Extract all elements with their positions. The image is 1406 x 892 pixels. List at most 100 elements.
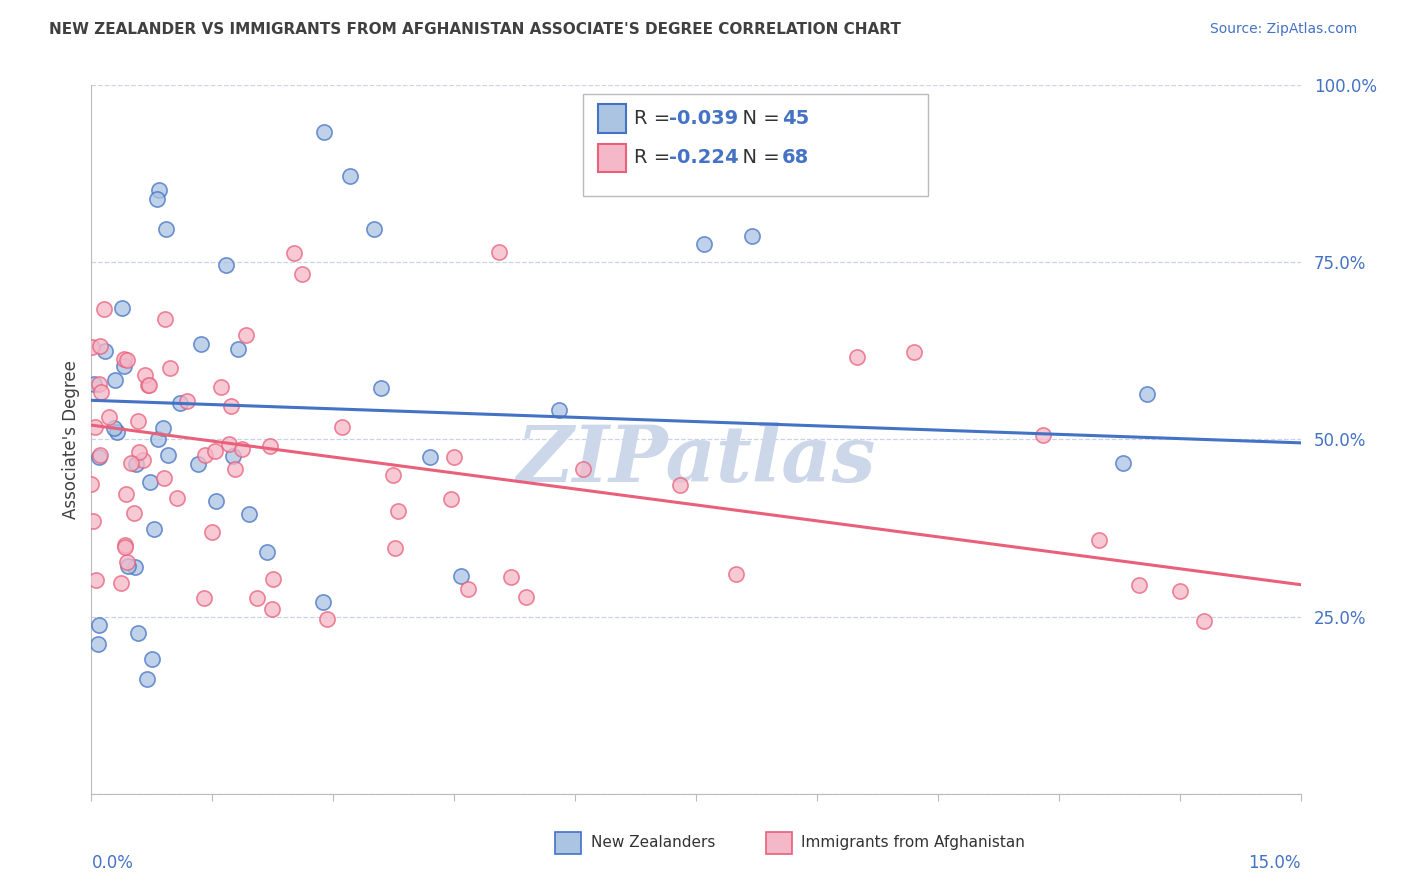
Point: [84, 573, 107, 587]
Point: [110, 575, 132, 590]
Point: [235, 328, 257, 343]
Point: [169, 396, 191, 410]
Point: [152, 421, 174, 435]
Text: 45: 45: [782, 109, 808, 128]
Point: [204, 444, 226, 458]
Point: [124, 560, 146, 574]
Point: [148, 184, 170, 198]
Point: [443, 450, 465, 464]
Point: [193, 591, 215, 606]
Point: [291, 267, 314, 281]
Point: [548, 403, 571, 417]
Point: [176, 393, 198, 408]
Point: [84, 420, 107, 434]
Point: [134, 368, 156, 382]
Point: [725, 566, 748, 581]
Text: Immigrants from Afghanistan: Immigrants from Afghanistan: [801, 836, 1025, 850]
Point: [114, 487, 136, 501]
Point: [204, 494, 226, 508]
Point: [148, 432, 170, 446]
Point: [103, 420, 125, 434]
Point: [283, 246, 305, 260]
Point: [136, 377, 159, 392]
Y-axis label: Associate's Degree: Associate's Degree: [62, 359, 80, 519]
Point: [330, 420, 353, 434]
Point: [370, 381, 392, 395]
Point: [159, 360, 181, 375]
Point: [221, 400, 243, 414]
Point: [846, 350, 869, 364]
Point: [125, 457, 148, 471]
Point: [1168, 583, 1191, 598]
Point: [903, 344, 925, 359]
Text: NEW ZEALANDER VS IMMIGRANTS FROM AFGHANISTAN ASSOCIATE'S DEGREE CORRELATION CHAR: NEW ZEALANDER VS IMMIGRANTS FROM AFGHANI…: [49, 22, 901, 37]
Point: [499, 569, 522, 583]
Point: [115, 555, 138, 569]
Text: New Zealanders: New Zealanders: [591, 836, 714, 850]
Point: [488, 244, 510, 259]
Point: [382, 467, 405, 482]
Point: [238, 507, 260, 521]
Point: [259, 439, 281, 453]
Point: [127, 414, 149, 428]
Point: [260, 602, 283, 616]
Point: [111, 301, 134, 315]
Point: [90, 385, 112, 400]
Text: ZIPatlas: ZIPatlas: [516, 422, 876, 499]
Point: [515, 590, 537, 604]
Point: [440, 491, 463, 506]
Point: [155, 311, 177, 326]
Point: [145, 192, 167, 206]
Point: [226, 342, 249, 356]
Point: [82, 514, 104, 528]
Point: [114, 538, 136, 552]
Point: [143, 522, 166, 536]
Point: [138, 377, 160, 392]
Point: [93, 301, 115, 316]
Point: [669, 477, 692, 491]
Point: [312, 126, 335, 140]
Point: [387, 504, 409, 518]
Point: [450, 568, 472, 582]
Point: [231, 442, 253, 456]
Point: [693, 236, 716, 251]
Text: Source: ZipAtlas.com: Source: ZipAtlas.com: [1209, 22, 1357, 37]
Text: -0.224: -0.224: [669, 148, 740, 168]
Point: [87, 618, 110, 632]
Point: [166, 491, 188, 505]
Point: [312, 595, 335, 609]
Point: [112, 359, 135, 373]
Point: [98, 409, 121, 424]
Point: [80, 477, 103, 491]
Point: [87, 637, 110, 651]
Text: N =: N =: [730, 148, 786, 168]
Point: [112, 351, 135, 366]
Point: [127, 626, 149, 640]
Point: [83, 377, 105, 392]
Point: [153, 471, 176, 485]
Point: [117, 558, 139, 573]
Point: [262, 572, 284, 586]
Point: [157, 449, 180, 463]
Point: [200, 524, 222, 539]
Text: -0.039: -0.039: [669, 109, 738, 128]
Point: [87, 376, 110, 391]
Point: [1192, 615, 1215, 629]
Point: [187, 457, 209, 471]
Point: [87, 450, 110, 464]
Text: R =: R =: [634, 148, 676, 168]
Point: [132, 452, 155, 467]
Text: 0.0%: 0.0%: [91, 855, 134, 872]
Point: [1128, 578, 1150, 592]
Point: [1112, 456, 1135, 470]
Point: [419, 450, 441, 465]
Point: [155, 222, 177, 236]
Point: [1032, 427, 1054, 442]
Point: [209, 380, 232, 394]
Point: [128, 445, 150, 459]
Point: [114, 540, 136, 554]
Point: [222, 449, 245, 463]
Point: [256, 545, 278, 559]
Point: [120, 456, 142, 470]
Text: 15.0%: 15.0%: [1249, 855, 1301, 872]
